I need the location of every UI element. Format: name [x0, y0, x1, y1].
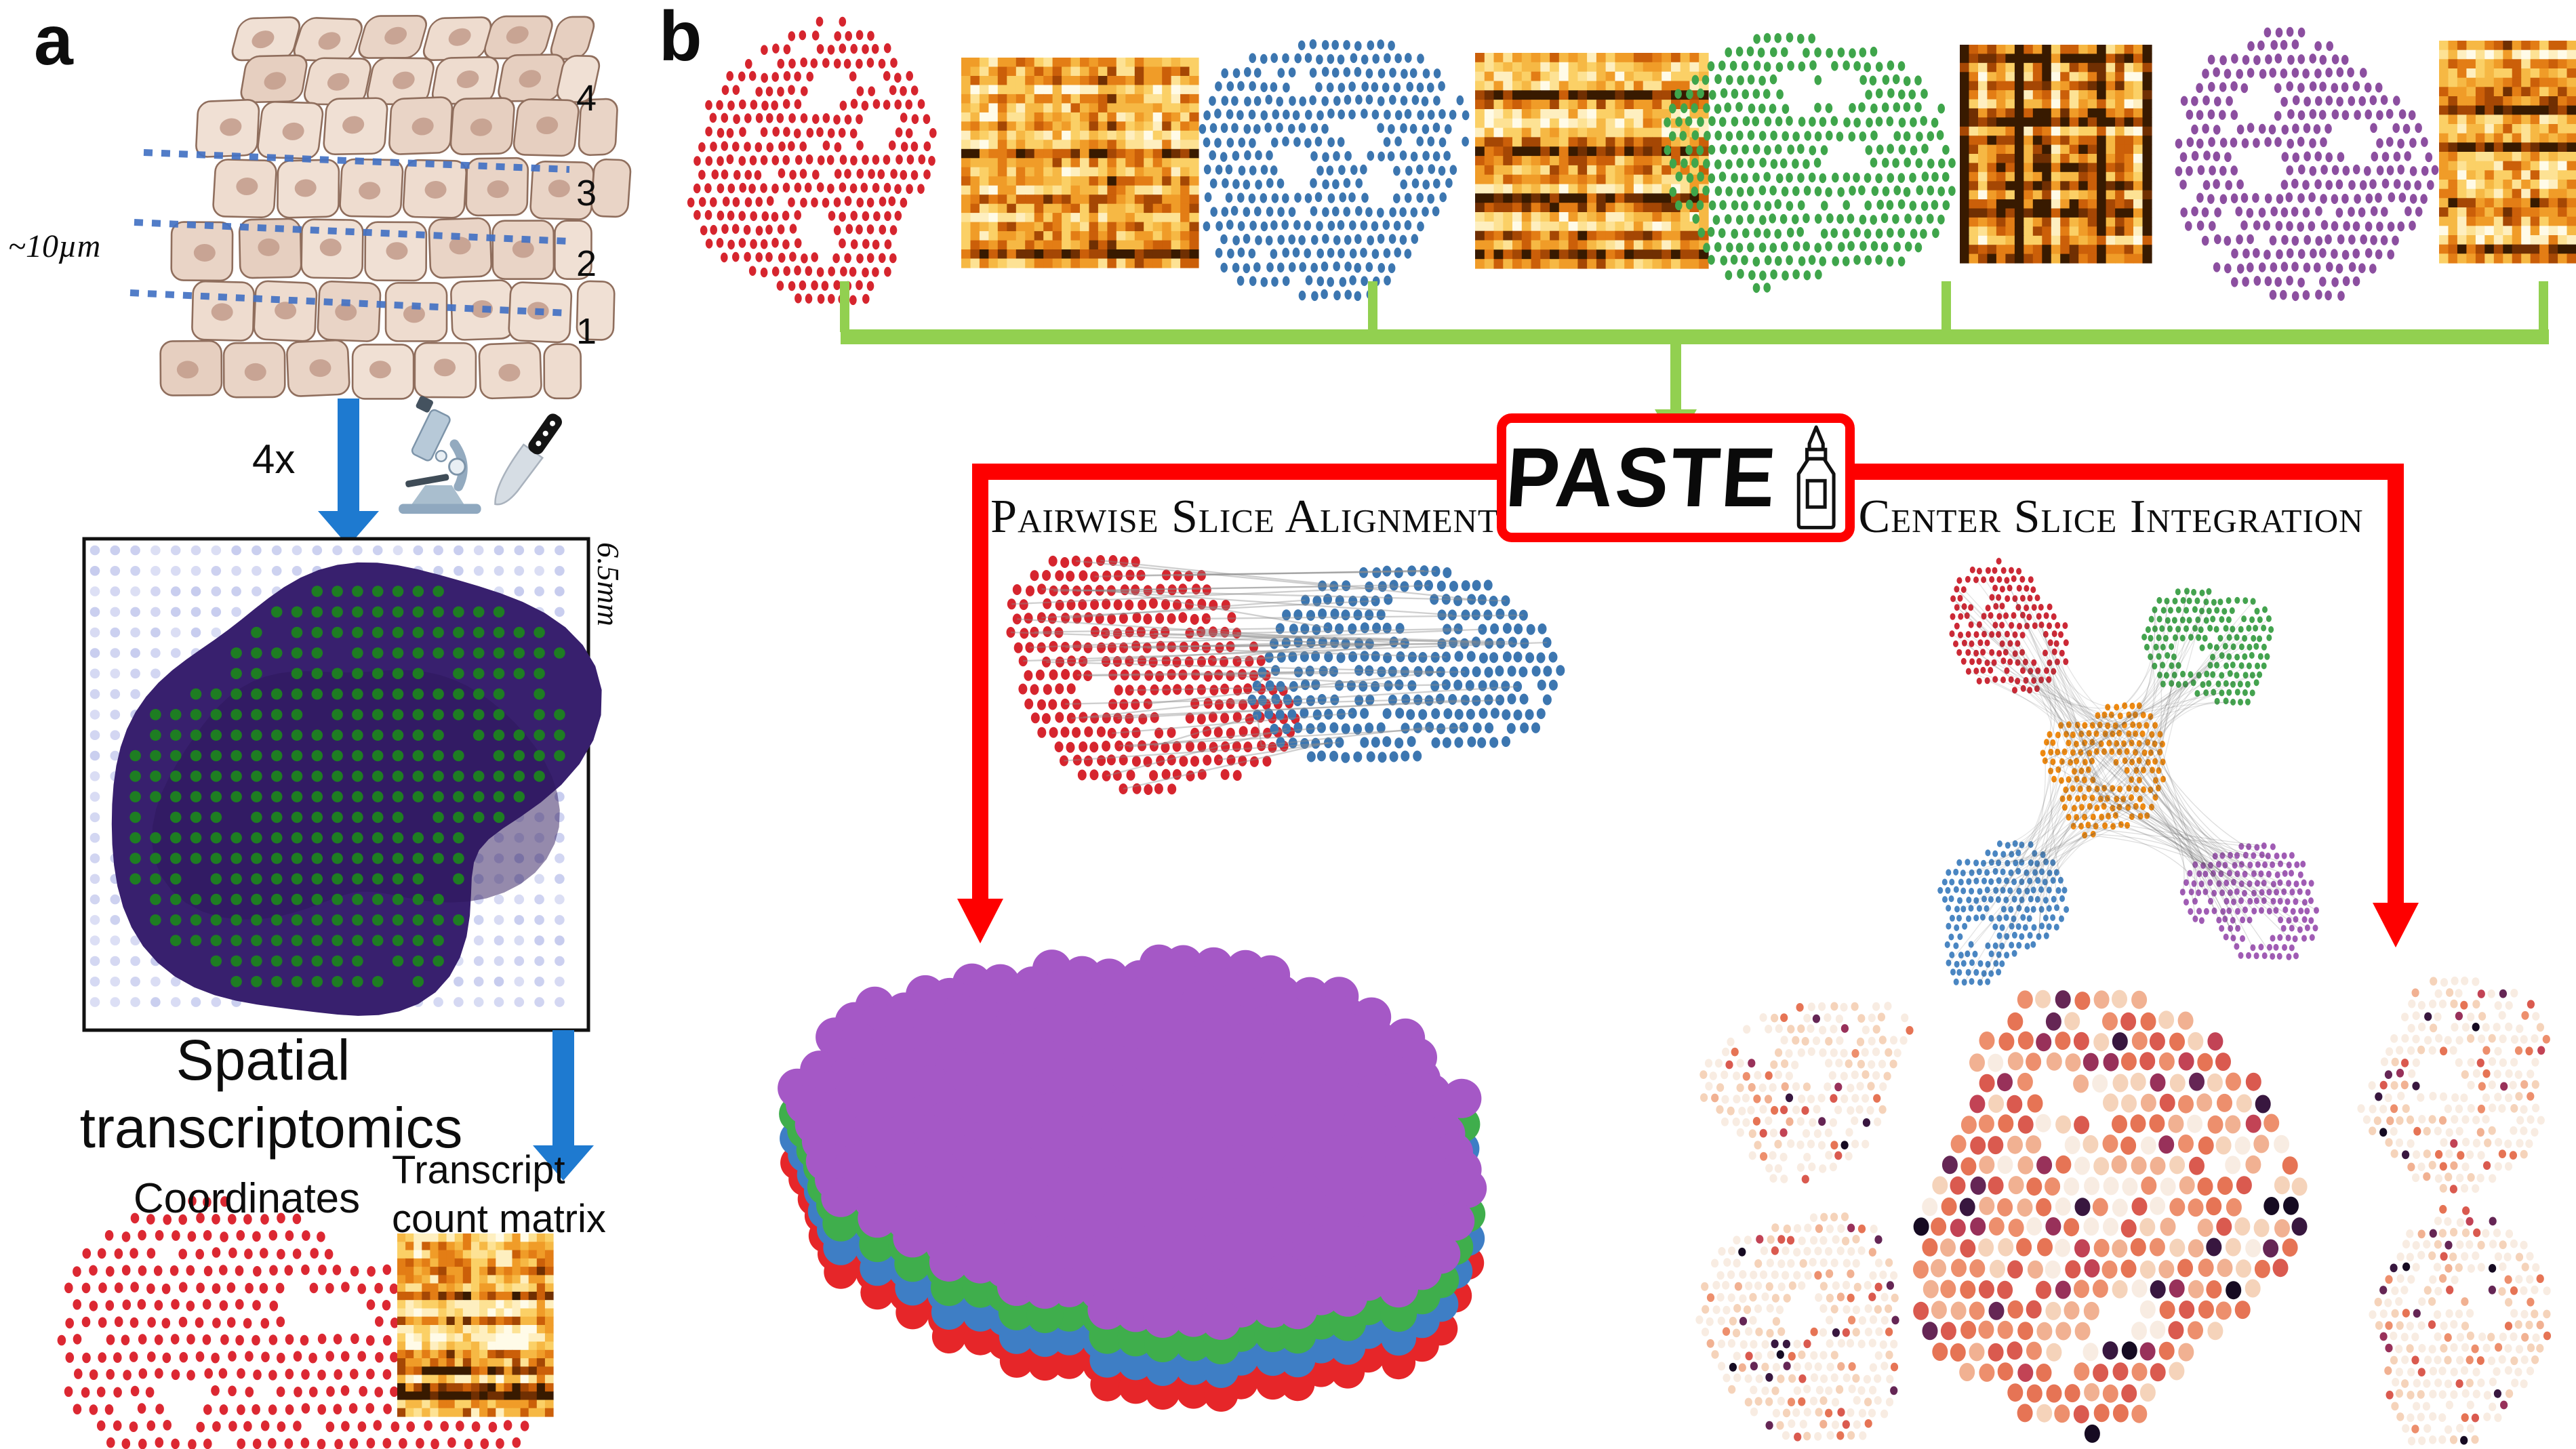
pairwise-blue-cloud	[1247, 565, 1565, 763]
slice-number-3: 3	[576, 173, 597, 213]
ci-green-cloud	[2141, 588, 2274, 706]
pairwise-branch-label: Pairwise Slice Alignment	[990, 491, 1499, 543]
st-grid-dots	[89, 545, 565, 1007]
ci-links	[1948, 571, 2317, 983]
slice-plane-dashed-lines	[129, 149, 570, 317]
result-slice-cloud-bl	[1695, 1212, 1899, 1442]
st-capture-spots	[129, 586, 565, 987]
ci-purple-cloud	[2179, 842, 2319, 960]
pairwise-red-cloud	[1006, 555, 1300, 795]
microscope-icon	[399, 396, 481, 514]
glue-bottle-icon	[1796, 425, 1836, 529]
sectioning-arrow	[318, 399, 379, 546]
paste-title: PASTE	[1503, 430, 1781, 525]
slice-4-matrix	[2439, 41, 2576, 264]
slice-number-4: 4	[576, 78, 597, 119]
slice-number-2: 2	[576, 243, 597, 284]
center-branch-label: Center Slice Integration	[1858, 491, 2364, 543]
coordinates-label: Coordinates	[133, 1175, 361, 1222]
matrix-label-line2: count matrix	[392, 1197, 606, 1241]
magnification-label: 4x	[252, 436, 296, 482]
ci-red-cloud	[1949, 558, 2069, 694]
ci-center-cloud	[2040, 702, 2166, 839]
pairwise-links	[1010, 559, 1548, 790]
panel-a-label: a	[34, 1, 73, 80]
result-center-cloud	[1913, 989, 2308, 1443]
tissue-block-illustration	[159, 15, 632, 400]
aligned-stack-3d	[778, 944, 1487, 1412]
slice-2-matrix	[1475, 53, 1709, 269]
gather-bracket	[840, 281, 2549, 344]
slice-3-cloud	[1664, 33, 1956, 293]
slice-1-cloud	[687, 16, 937, 306]
ci-blue-cloud	[1937, 840, 2070, 986]
slice-4-cloud	[2175, 26, 2439, 302]
paste-logo-box: PASTE	[1497, 413, 1855, 542]
matrix-label-line1: Transcript	[392, 1148, 565, 1192]
st-caption-line1: Spatial	[176, 1028, 350, 1092]
slice-thickness-label: ~10µm	[8, 228, 101, 264]
slice-3-matrix	[1960, 45, 2152, 264]
scale-label: 6.5mm	[591, 542, 626, 626]
knife-icon	[494, 413, 562, 506]
result-slice-cloud-tr	[2357, 976, 2550, 1193]
slice-1-matrix	[961, 58, 1199, 268]
panel-b-label: b	[659, 0, 702, 76]
transcript-count-matrix	[397, 1233, 554, 1417]
slice-number-1: 1	[576, 311, 597, 352]
branch-connectors	[957, 464, 2419, 947]
slice-2-cloud	[1199, 39, 1470, 302]
st-caption-line2: transcriptomics	[79, 1096, 463, 1160]
st-output-arrow	[533, 1030, 594, 1181]
result-slice-cloud-tl	[1699, 1002, 1914, 1184]
result-slice-cloud-br	[2369, 1204, 2552, 1446]
